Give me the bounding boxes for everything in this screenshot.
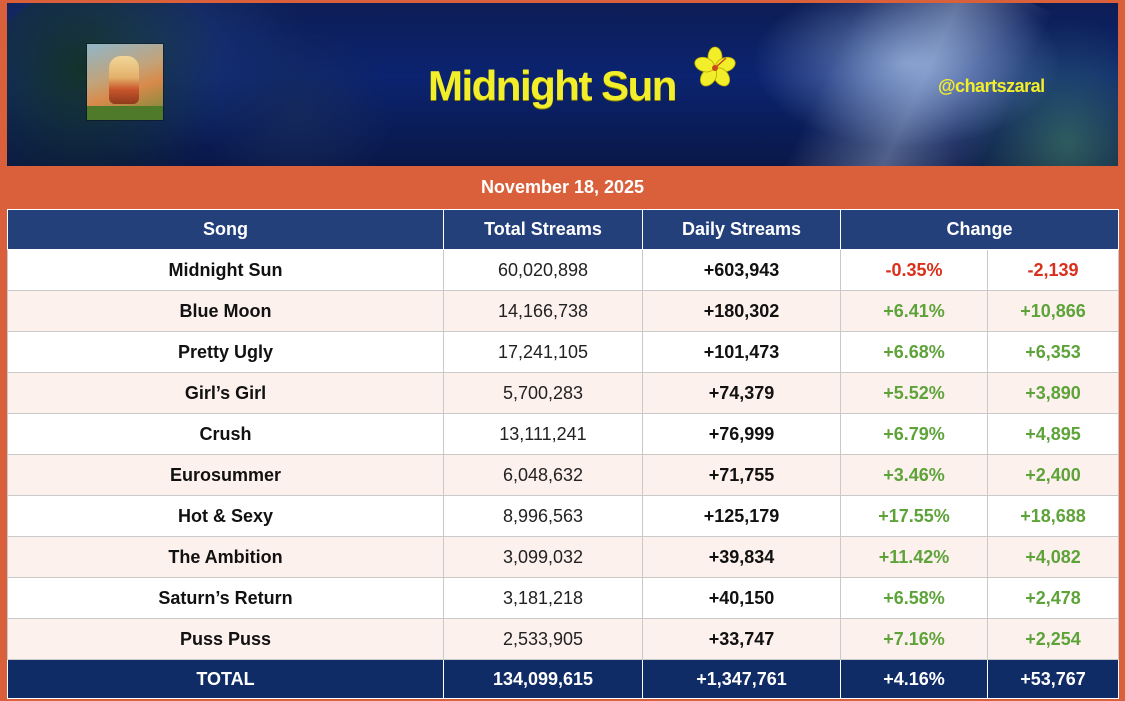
song-name: Crush bbox=[7, 413, 444, 455]
daily-streams: +39,834 bbox=[642, 536, 841, 578]
daily-streams: +74,379 bbox=[642, 372, 841, 414]
change-delta: +6,353 bbox=[986, 331, 1120, 373]
change-percent: +6.68% bbox=[840, 331, 988, 373]
change-percent-sum: +4.16% bbox=[840, 659, 988, 699]
change-delta: +4,895 bbox=[986, 413, 1120, 455]
song-name: Girl’s Girl bbox=[7, 372, 444, 414]
daily-streams: +180,302 bbox=[642, 290, 841, 332]
table-row: Midnight Sun 60,020,898 +603,943 -0.35% -2,1… bbox=[7, 249, 1120, 291]
total-streams: 8,996,563 bbox=[443, 495, 643, 537]
total-streams: 17,241,105 bbox=[443, 331, 643, 373]
column-header-daily-streams: Daily Streams bbox=[642, 209, 841, 250]
daily-streams: +40,150 bbox=[642, 577, 841, 619]
change-delta-sum: +53,767 bbox=[986, 659, 1120, 699]
daily-streams: +71,755 bbox=[642, 454, 841, 496]
song-name: Puss Puss bbox=[7, 618, 444, 660]
total-streams: 5,700,283 bbox=[443, 372, 643, 414]
change-delta: +3,890 bbox=[986, 372, 1120, 414]
song-name: Hot & Sexy bbox=[7, 495, 444, 537]
hibiscus-icon bbox=[694, 46, 736, 87]
total-streams: 14,166,738 bbox=[443, 290, 643, 332]
page-title: Midnight Sun bbox=[428, 62, 677, 109]
column-header-song: Song bbox=[7, 209, 444, 250]
change-delta: +10,866 bbox=[986, 290, 1120, 332]
change-percent: +6.58% bbox=[840, 577, 988, 619]
change-delta: +4,082 bbox=[986, 536, 1120, 578]
change-percent: +6.41% bbox=[840, 290, 988, 332]
change-delta: +2,478 bbox=[986, 577, 1120, 619]
song-name: Pretty Ugly bbox=[7, 331, 444, 373]
total-streams: 2,533,905 bbox=[443, 618, 643, 660]
total-streams-sum: 134,099,615 bbox=[443, 659, 643, 699]
column-header-change: Change bbox=[839, 209, 1120, 250]
change-percent: -0.35% bbox=[840, 249, 988, 291]
cover-figure bbox=[109, 56, 139, 104]
cover-grass bbox=[87, 106, 163, 120]
daily-streams: +33,747 bbox=[642, 618, 841, 660]
change-delta: +2,254 bbox=[986, 618, 1120, 660]
song-name: The Ambition bbox=[7, 536, 444, 578]
daily-streams-sum: +1,347,761 bbox=[642, 659, 841, 699]
change-percent: +17.55% bbox=[840, 495, 988, 537]
song-name: Saturn’s Return bbox=[7, 577, 444, 619]
change-delta: +2,400 bbox=[986, 454, 1120, 496]
table-row: Crush 13,111,241 +76,999 +6.79% +4,895 bbox=[7, 413, 1120, 455]
change-delta: -2,139 bbox=[986, 249, 1120, 291]
change-percent: +7.16% bbox=[840, 618, 988, 660]
table-total-row: TOTAL 134,099,615 +1,347,761 +4.16% +53,… bbox=[7, 659, 1120, 699]
change-delta: +18,688 bbox=[986, 495, 1120, 537]
table-row: Eurosummer 6,048,632 +71,755 +3.46% +2,400 bbox=[7, 454, 1120, 496]
daily-streams: +76,999 bbox=[642, 413, 841, 455]
streams-table: Song Total Streams Daily Streams Change … bbox=[7, 209, 1120, 699]
table-header-row: Song Total Streams Daily Streams Change bbox=[7, 209, 1120, 250]
table-row: Puss Puss 2,533,905 +33,747 +7.16% +2,254 bbox=[7, 618, 1120, 660]
daily-streams: +603,943 bbox=[642, 249, 841, 291]
daily-streams: +125,179 bbox=[642, 495, 841, 537]
table-row: Blue Moon 14,166,738 +180,302 +6.41% +10,866 bbox=[7, 290, 1120, 332]
daily-streams: +101,473 bbox=[642, 331, 841, 373]
chart-date: November 18, 2025 bbox=[480, 177, 645, 197]
table-row: Girl’s Girl 5,700,283 +74,379 +5.52% +3,890 bbox=[7, 372, 1120, 414]
author-handle: @chartszaral bbox=[938, 76, 1045, 96]
song-name: Blue Moon bbox=[7, 290, 444, 332]
total-streams: 6,048,632 bbox=[443, 454, 643, 496]
total-streams: 3,181,218 bbox=[443, 577, 643, 619]
header-banner bbox=[7, 3, 1118, 166]
change-percent: +5.52% bbox=[840, 372, 988, 414]
song-name: Midnight Sun bbox=[7, 249, 444, 291]
table-row: The Ambition 3,099,032 +39,834 +11.42% +4,08… bbox=[7, 536, 1120, 578]
total-label: TOTAL bbox=[7, 659, 444, 699]
total-streams: 60,020,898 bbox=[443, 249, 643, 291]
song-name: Eurosummer bbox=[7, 454, 444, 496]
table-row: Saturn’s Return 3,181,218 +40,150 +6.58% +2,… bbox=[7, 577, 1120, 619]
total-streams: 13,111,241 bbox=[443, 413, 643, 455]
change-percent: +3.46% bbox=[840, 454, 988, 496]
total-streams: 3,099,032 bbox=[443, 536, 643, 578]
banner-foliage bbox=[187, 33, 407, 166]
column-header-total-streams: Total Streams bbox=[443, 209, 643, 250]
table-row: Hot & Sexy 8,996,563 +125,179 +17.55% +18,68… bbox=[7, 495, 1120, 537]
album-cover-image bbox=[87, 44, 163, 120]
change-percent: +11.42% bbox=[840, 536, 988, 578]
table-row: Pretty Ugly 17,241,105 +101,473 +6.68% +6,35… bbox=[7, 331, 1120, 373]
change-percent: +6.79% bbox=[840, 413, 988, 455]
